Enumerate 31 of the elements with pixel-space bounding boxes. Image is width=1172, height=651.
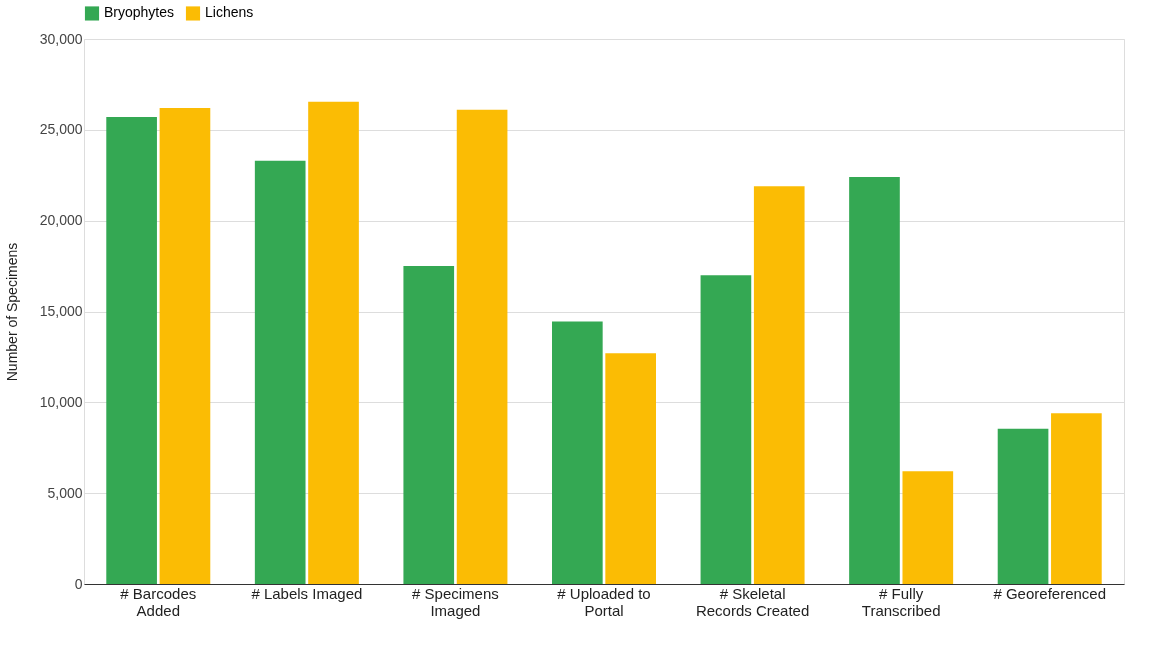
y-tick-label: 30,000	[39, 30, 83, 47]
legend-label: Lichens	[205, 4, 254, 21]
bar	[849, 177, 900, 584]
bar	[753, 186, 805, 584]
bar	[700, 275, 752, 584]
bar	[997, 428, 1049, 584]
x-tick-label: # Skeletal Records Created	[695, 584, 810, 619]
x-tick-label: # Uploaded to Portal	[557, 584, 651, 619]
bar	[552, 321, 603, 584]
legend-label: Bryophytes	[104, 4, 175, 21]
bar	[902, 471, 954, 584]
bar	[308, 101, 359, 584]
y-tick-label: 20,000	[39, 212, 83, 229]
y-tick-label: 15,000	[39, 303, 83, 319]
bar	[106, 117, 157, 584]
y-tick-label: 25,000	[39, 121, 83, 138]
y-tick-label: 10,000	[39, 393, 83, 410]
x-tick-label: # Specimens Imaged	[412, 584, 499, 619]
bar	[403, 266, 455, 584]
bar	[1051, 413, 1102, 584]
bar	[605, 353, 656, 584]
y-tick-label: 5,000	[47, 484, 83, 501]
bar	[456, 109, 508, 584]
x-tick-label: # Georeferenced	[993, 584, 1106, 602]
bar	[159, 108, 211, 584]
x-tick-label: # Labels Imaged	[251, 584, 363, 602]
x-tick-label: # Barcodes Added	[120, 584, 197, 619]
y-axis-title: Number of Specimens	[3, 242, 20, 382]
x-tick-label: # Fully Transcribed	[861, 584, 941, 619]
bar	[254, 160, 306, 584]
y-tick-label: 0	[74, 575, 83, 592]
